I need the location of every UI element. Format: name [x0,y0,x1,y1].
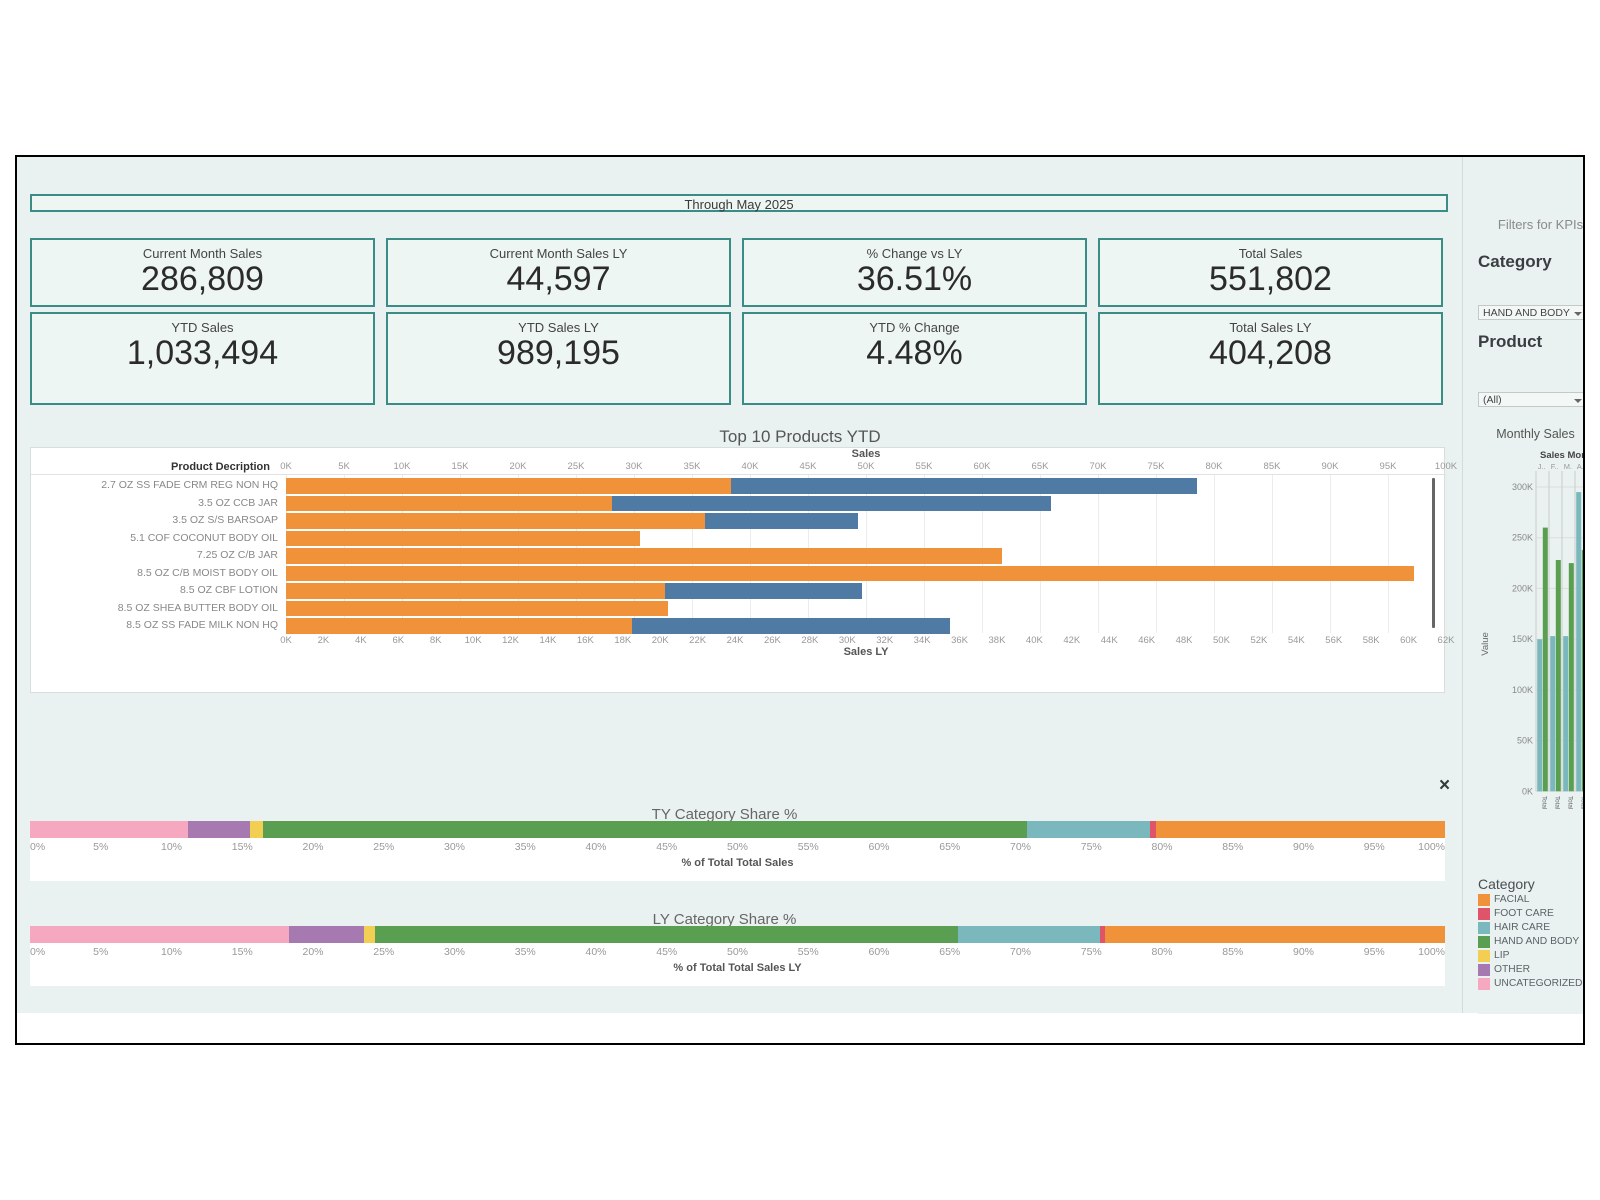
svg-text:100K: 100K [1512,685,1533,695]
svg-text:M.: M. [1564,462,1572,471]
svg-text:Total Sales: Total Sales [1580,796,1586,809]
svg-text:Total Sales: Total Sales [1541,796,1548,809]
svg-text:200K: 200K [1512,583,1533,593]
svg-text:Total Sales: Total Sales [1554,796,1561,809]
svg-text:0K: 0K [1522,786,1533,796]
svg-text:Value: Value [1480,632,1491,656]
svg-text:50K: 50K [1517,736,1533,746]
svg-text:300K: 300K [1512,482,1533,492]
svg-text:F..: F.. [1551,462,1559,471]
svg-text:250K: 250K [1512,533,1533,543]
svg-text:Total Sales: Total Sales [1567,796,1574,809]
svg-text:A..: A.. [1577,462,1585,471]
svg-text:150K: 150K [1512,634,1533,644]
svg-text:J..: J.. [1538,462,1546,471]
svg-text:Sales Month: Sales Month [1540,450,1585,461]
